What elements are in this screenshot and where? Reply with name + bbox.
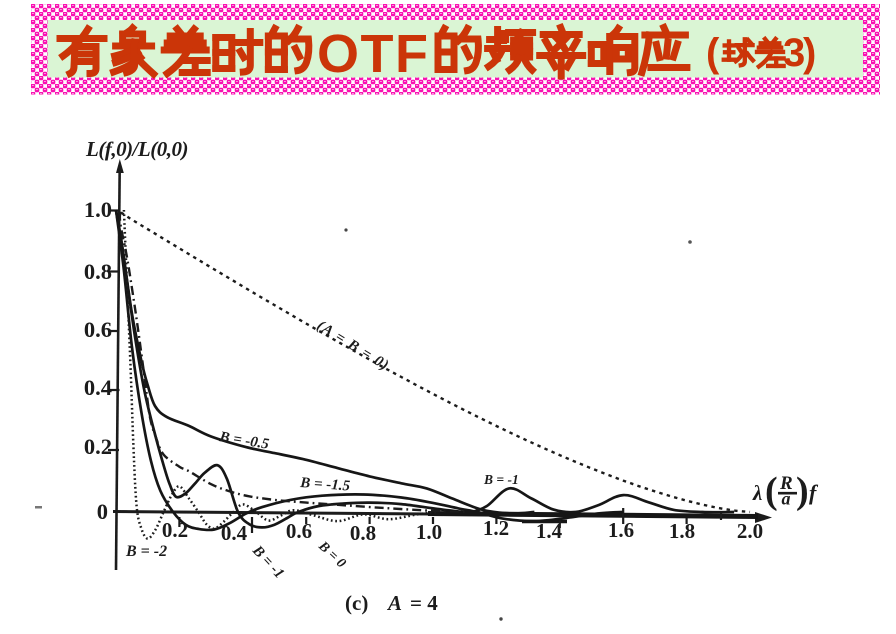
svg-text:B = -2: B = -2 [125, 543, 167, 560]
svg-text:B = -0.5: B = -0.5 [217, 429, 270, 453]
svg-text:1.2: 1.2 [483, 516, 509, 540]
svg-text:(c): (c) [345, 591, 368, 615]
svg-text:B = -1: B = -1 [248, 542, 287, 582]
svg-text:1.4: 1.4 [536, 519, 563, 543]
svg-text:(: ( [706, 31, 720, 75]
svg-text:λ: λ [752, 481, 762, 505]
svg-text:= 4: = 4 [410, 591, 438, 615]
svg-text:a: a [782, 489, 791, 509]
svg-text:1.8: 1.8 [669, 519, 695, 543]
svg-text:(: ( [765, 470, 778, 512]
svg-text:0.8: 0.8 [84, 259, 112, 284]
svg-text:): ) [803, 31, 816, 75]
svg-text:L(f,0)/L(0,0): L(f,0)/L(0,0) [85, 137, 188, 161]
svg-text:0.2: 0.2 [162, 518, 188, 542]
svg-text:0.2: 0.2 [84, 434, 112, 459]
svg-text:0.6: 0.6 [286, 519, 312, 543]
svg-text:1.0: 1.0 [416, 520, 442, 544]
svg-text:1.0: 1.0 [84, 197, 112, 222]
svg-text:OTF: OTF [317, 24, 429, 84]
svg-text:R: R [779, 473, 793, 494]
svg-text:0.6: 0.6 [84, 317, 112, 342]
svg-text:f: f [809, 480, 819, 505]
svg-text:0.4: 0.4 [84, 375, 112, 400]
svg-text:B = -1: B = -1 [483, 472, 519, 487]
svg-text:): ) [796, 470, 809, 512]
svg-text:0.8: 0.8 [350, 521, 376, 545]
svg-text:1.6: 1.6 [608, 518, 634, 542]
svg-text:B = 0: B = 0 [315, 538, 349, 571]
svg-text:B = -1.5: B = -1.5 [299, 475, 351, 495]
svg-text:0.4: 0.4 [221, 521, 248, 545]
svg-text:2.0: 2.0 [737, 519, 763, 543]
svg-text:(A = B = 0): (A = B = 0) [314, 318, 392, 374]
svg-text:A: A [386, 591, 402, 615]
svg-text:0: 0 [97, 499, 108, 524]
svg-text:3: 3 [783, 31, 805, 75]
